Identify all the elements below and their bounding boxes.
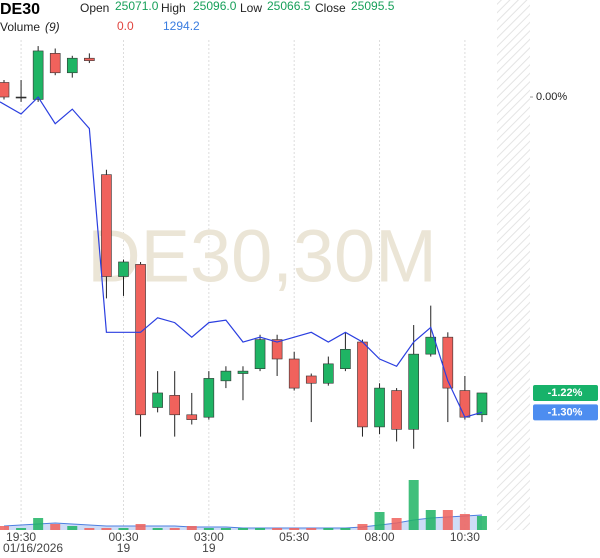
volume-period: (9) (45, 20, 60, 34)
volume-bar (255, 528, 266, 530)
low-label: Low (240, 1, 262, 15)
x-tick-label: 00:30 (108, 530, 138, 544)
last-close-label: -1.22% (548, 387, 583, 399)
future-area (497, 0, 530, 530)
close-label: Close (315, 1, 346, 15)
line-series (0, 96, 483, 418)
last-line-box (533, 404, 598, 421)
candle-body (340, 348, 351, 369)
candle-body (49, 53, 61, 74)
candle-body (476, 392, 488, 416)
candle-body (203, 378, 215, 418)
candle-body (186, 414, 198, 420)
volume-bar (50, 524, 61, 530)
x-tick-label: 08:00 (365, 530, 395, 544)
y-tick-label: 0.00% (536, 91, 567, 103)
candle-body (101, 174, 112, 277)
candle-body (135, 264, 146, 416)
candle-body (425, 336, 437, 355)
candle-body (32, 50, 44, 100)
candle-body (237, 370, 249, 374)
candle-body (152, 392, 163, 408)
last-close-box (533, 384, 598, 401)
volume-bar (67, 526, 78, 530)
volume-label: Volume (0, 20, 40, 34)
volume-bar (203, 528, 214, 530)
volume-bar (425, 510, 436, 530)
volume-value: 0.0 (117, 19, 134, 33)
candle-body (374, 387, 385, 428)
x-tick-sublabel: 19 (202, 541, 216, 555)
x-tick-sublabel: 01/16/2026 (3, 541, 63, 555)
volume-bar (152, 528, 163, 530)
volume-bar (306, 528, 317, 530)
x-tick-label: 03:00 (194, 530, 224, 544)
candle-body (288, 358, 300, 389)
volume-bar (169, 528, 180, 530)
candle-body (357, 341, 368, 428)
open-label: Open (80, 1, 109, 15)
low-value: 25066.5 (267, 0, 311, 13)
candle-body (459, 390, 471, 418)
volume-bar (289, 528, 300, 530)
candle-body (169, 395, 180, 416)
volume-bar (84, 528, 95, 530)
volume-bar (391, 518, 402, 530)
last-line-label: -1.30% (548, 406, 583, 418)
high-value: 25096.0 (193, 0, 237, 13)
volume-bar (374, 512, 385, 530)
volume-bar (33, 518, 44, 530)
volume-bar (101, 528, 112, 530)
volume-bar (237, 528, 248, 530)
open-value: 25071.0 (115, 0, 159, 13)
candle-body (84, 57, 95, 61)
volume-bar (186, 526, 197, 530)
volume-bar (442, 510, 453, 530)
high-label: High (161, 1, 186, 15)
volume-ma-value: 1294.2 (163, 19, 200, 33)
candle-body (442, 336, 454, 389)
candle-body (220, 370, 232, 382)
candle-body (66, 57, 78, 74)
x-tick-label: 10:30 (450, 530, 480, 544)
candle-body (0, 82, 10, 98)
volume-bar (272, 528, 283, 530)
volume-bar (408, 480, 419, 530)
volume-bar (340, 528, 351, 530)
volume-bar (16, 528, 27, 530)
volume-bar (476, 516, 487, 530)
volume-bar (357, 524, 368, 530)
x-tick-label: 05:30 (279, 530, 309, 544)
candle-body (323, 363, 334, 384)
volume-bar (459, 514, 470, 530)
candle-body (118, 261, 129, 277)
candle-body (391, 390, 402, 430)
close-value: 25095.5 (351, 0, 395, 13)
volume-bar (323, 528, 334, 530)
volume-bar (118, 528, 129, 530)
candle-body (408, 353, 419, 430)
volume-bar (220, 528, 231, 530)
volume-bar (0, 526, 9, 530)
symbol: DE30 (0, 1, 40, 18)
candle-body (15, 96, 27, 99)
candle-body (305, 375, 317, 384)
x-tick-label: 19:30 (6, 530, 36, 544)
volume-bar (135, 524, 146, 530)
x-tick-sublabel: 19 (117, 541, 131, 555)
candle-body (271, 339, 283, 360)
candle-body (254, 339, 266, 369)
